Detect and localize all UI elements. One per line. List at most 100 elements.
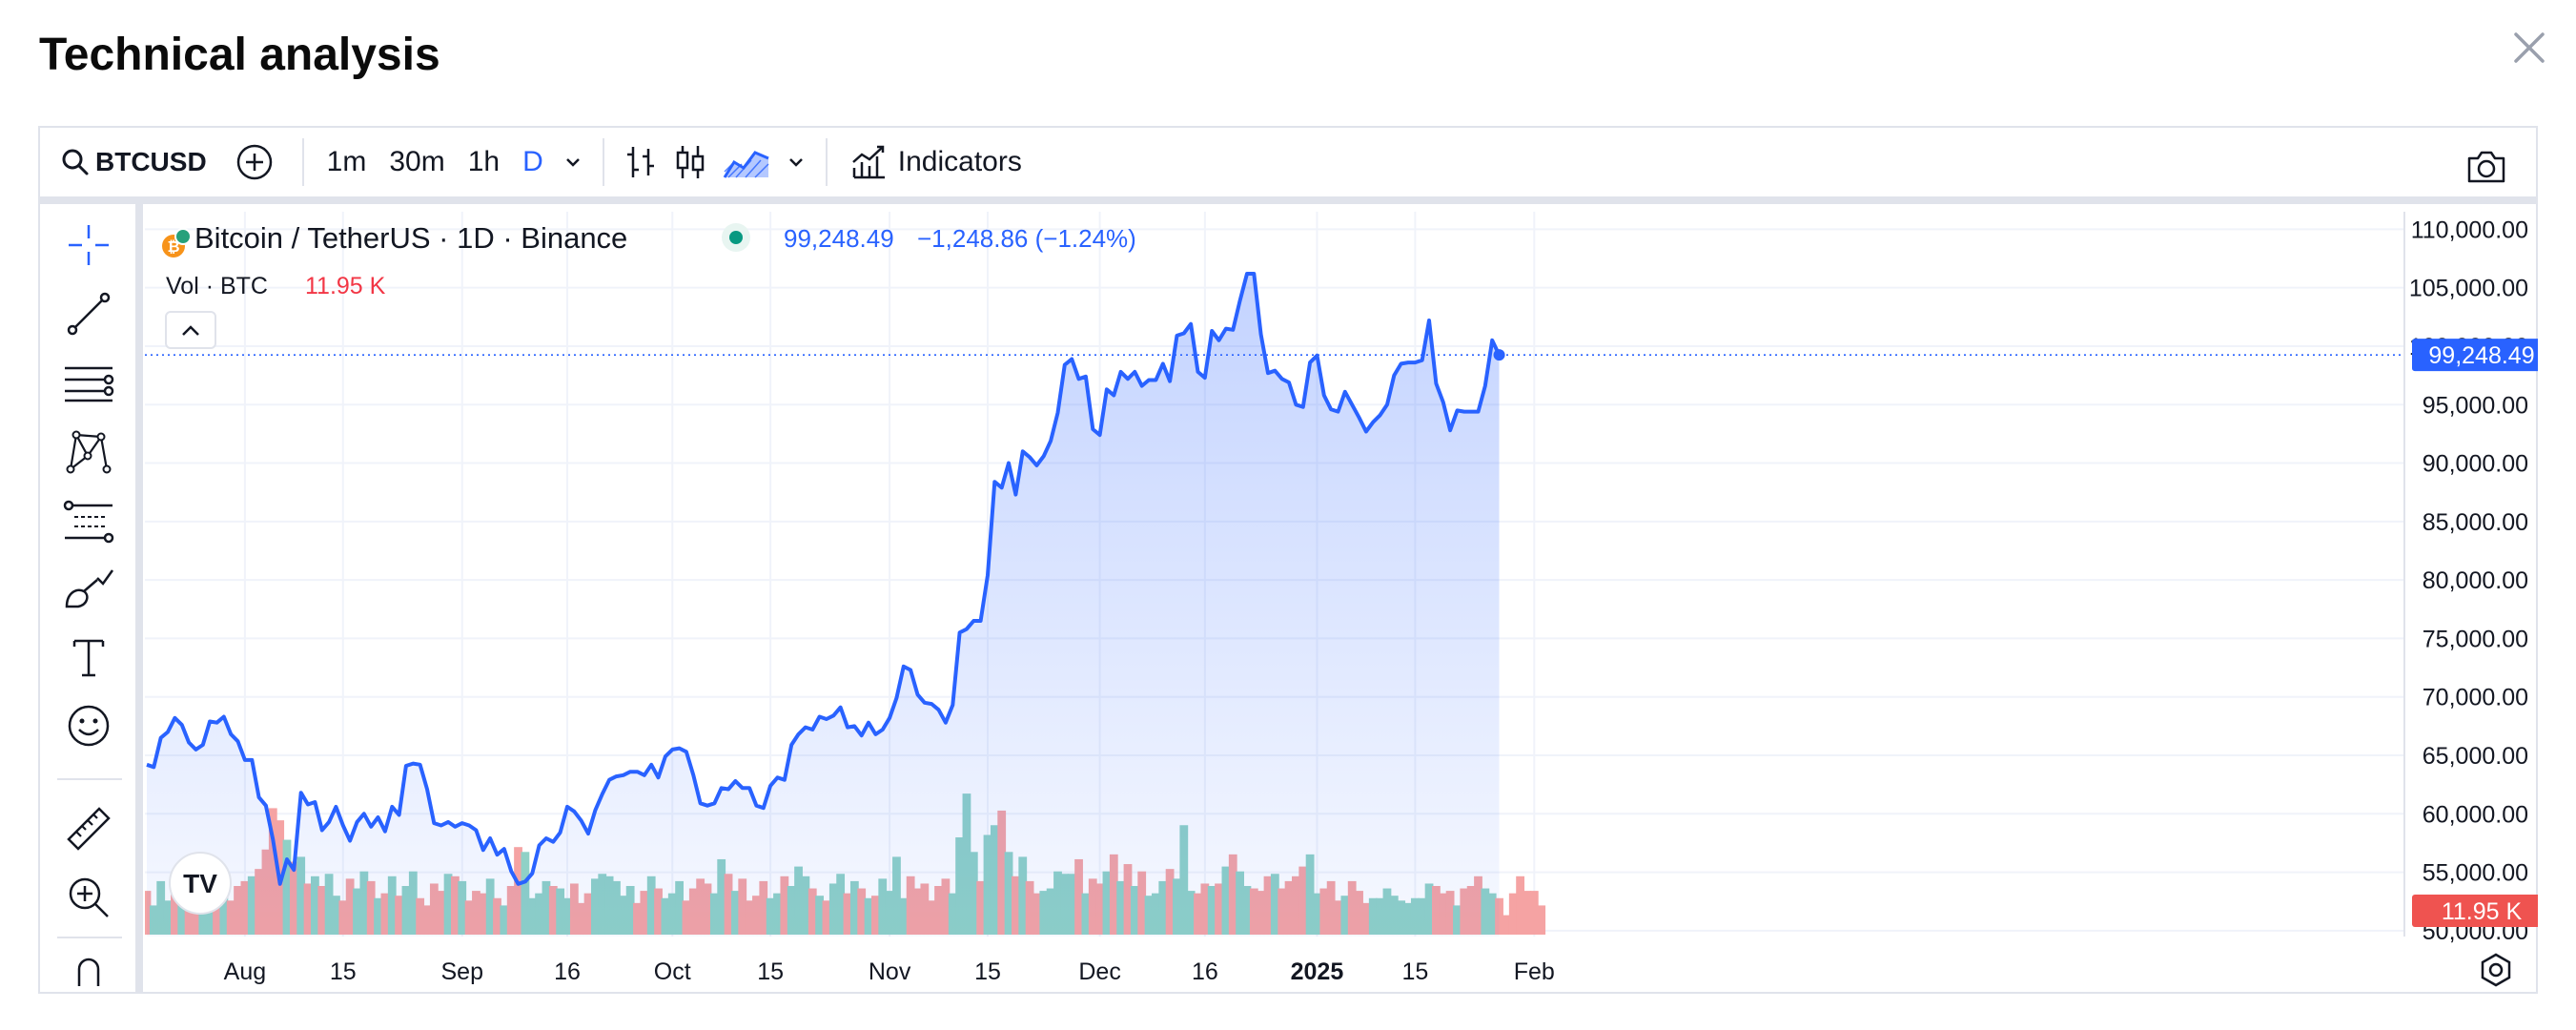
area-style-button[interactable] [715, 134, 778, 191]
search-icon [62, 149, 89, 175]
zoom-in-icon [69, 877, 109, 917]
emoji-tool[interactable] [61, 698, 116, 753]
chart-area[interactable]: 110,000.00105,000.00100,000.0095,000.009… [142, 212, 2551, 992]
x-tick-label: 16 [554, 958, 581, 985]
svg-text:₿: ₿ [167, 238, 179, 256]
svg-text:TV: TV [183, 869, 217, 898]
chart-toolbar: BTCUSD 1m 30m 1h D Indicators [40, 128, 2536, 204]
x-tick-label: 15 [974, 958, 1001, 985]
compare-button[interactable] [218, 134, 291, 191]
y-tick-label: 70,000.00 [2423, 685, 2528, 711]
chevron-down-icon [565, 158, 580, 167]
measure-tool[interactable] [61, 801, 116, 856]
y-tick-label: 85,000.00 [2423, 509, 2528, 536]
magnet-tool[interactable] [61, 948, 116, 986]
bars-style-button[interactable] [616, 134, 665, 191]
y-tick-label: 90,000.00 [2423, 451, 2528, 478]
legend-price: 99,248.49 [784, 224, 894, 253]
chart-widget: BTCUSD 1m 30m 1h D Indicators [38, 126, 2551, 994]
bars-icon [626, 147, 654, 177]
zoom-tool[interactable] [61, 870, 116, 925]
tool-divider [57, 778, 122, 780]
trend-line-icon [67, 292, 111, 336]
y-tick-label: 80,000.00 [2423, 567, 2528, 594]
volume-bar [1523, 891, 1532, 935]
area-chart-icon [723, 151, 769, 178]
legend-change: −1,248.86 (−1.24%) [917, 224, 1136, 253]
pattern-icon [66, 430, 112, 474]
x-tick-label: Dec [1078, 958, 1120, 985]
drawing-toolbar [40, 204, 143, 992]
text-tool[interactable] [61, 629, 116, 685]
symbol-logo-icon: ₿ [162, 228, 192, 258]
last-volume-label: 11.95 K [2442, 898, 2523, 925]
smiley-icon [68, 705, 110, 747]
market-status-dot-inner [729, 231, 743, 244]
y-tick-label: 55,000.00 [2423, 860, 2528, 887]
volume-bar [1495, 897, 1503, 935]
last-price-dot [1493, 349, 1505, 361]
tool-divider [57, 937, 122, 938]
volume-bar [1508, 893, 1518, 935]
interval-1h[interactable]: 1h [467, 146, 501, 177]
x-tick-label: 2025 [1291, 958, 1344, 985]
candles-icon [676, 146, 705, 178]
brush-icon [65, 569, 114, 608]
y-tick-label: 65,000.00 [2423, 743, 2528, 770]
interval-d[interactable]: D [522, 146, 543, 177]
y-tick-label: 60,000.00 [2423, 801, 2528, 828]
crosshair-icon [69, 225, 109, 265]
last-price-label: 99,248.49 [2428, 342, 2534, 369]
camera-icon [2467, 151, 2505, 183]
toolbar-divider [825, 138, 828, 186]
collapse-legend-button[interactable] [165, 311, 216, 349]
settings-icon[interactable] [2481, 953, 2511, 987]
volume-bar [1502, 915, 1511, 935]
price-area-fill [147, 274, 1500, 937]
horizontal-lines-icon [65, 366, 114, 402]
volume-legend-value: 11.95 K [305, 273, 386, 299]
tradingview-logo[interactable]: TV [169, 852, 232, 915]
volume-bar [1529, 891, 1539, 935]
add-circle-icon [236, 144, 272, 180]
symbol-search-button[interactable]: BTCUSD [40, 134, 218, 191]
x-tick-label: Feb [1514, 958, 1555, 985]
price-scale[interactable]: 110,000.00105,000.00100,000.0095,000.009… [2409, 216, 2528, 944]
page-title: Technical analysis [39, 30, 440, 80]
pattern-tool[interactable] [61, 423, 116, 479]
y-tick-label: 110,000.00 [2411, 216, 2528, 243]
volume-bar [1537, 905, 1546, 935]
legend-title: Bitcoin / TetherUS · 1D · Binance [194, 221, 627, 255]
screenshot-button[interactable] [2454, 137, 2519, 195]
ruler-icon [67, 807, 111, 851]
chevron-down-icon [788, 158, 803, 167]
indicators-button[interactable]: Indicators [839, 134, 1033, 191]
chart-style-dropdown[interactable] [778, 134, 814, 191]
price-chart[interactable]: 110,000.00105,000.00100,000.0095,000.009… [142, 212, 2551, 992]
trend-line-tool[interactable] [61, 286, 116, 341]
y-tick-label: 95,000.00 [2423, 392, 2528, 419]
crosshair-tool[interactable] [61, 217, 116, 273]
price-line [146, 272, 1502, 886]
x-tick-label: Sep [441, 958, 483, 985]
forecast-tool[interactable] [61, 492, 116, 547]
interval-dropdown[interactable] [555, 134, 591, 191]
candles-style-button[interactable] [665, 134, 715, 191]
last-volume-tag: 11.95 K [2412, 895, 2551, 927]
close-icon[interactable] [2505, 25, 2553, 72]
interval-30m[interactable]: 30m [389, 146, 445, 177]
text-icon [72, 639, 105, 677]
x-tick-label: Nov [869, 958, 911, 985]
x-tick-label: Oct [654, 958, 691, 985]
projection-icon [63, 500, 114, 544]
symbol-label: BTCUSD [95, 147, 207, 176]
interval-1m[interactable]: 1m [326, 146, 367, 177]
x-tick-label: 15 [1401, 958, 1428, 985]
y-tick-label: 105,000.00 [2409, 276, 2528, 302]
toolbar-divider [301, 138, 304, 186]
brush-tool[interactable] [61, 561, 116, 616]
volume-bar [1516, 876, 1524, 935]
indicators-label: Indicators [897, 146, 1022, 177]
time-scale[interactable]: Aug 15 Sep 16 Oct 15 Nov 15 Dec 16 2025 15 Feb [224, 958, 1555, 985]
fib-tool[interactable] [61, 355, 116, 410]
